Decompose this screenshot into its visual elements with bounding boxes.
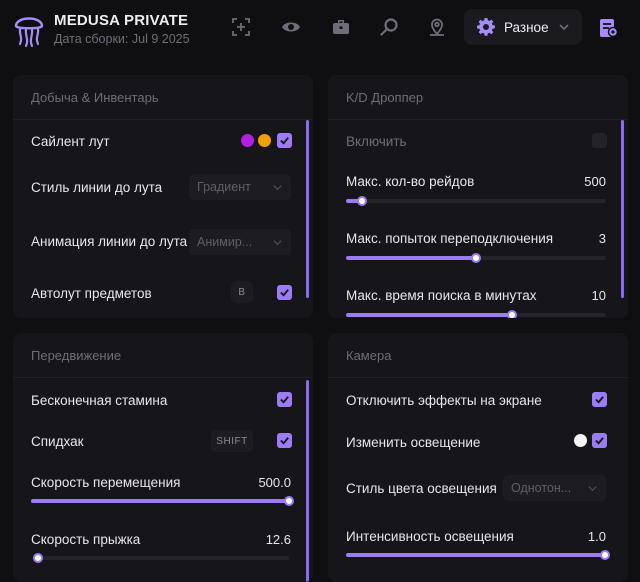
slider-knob[interactable] [284,496,294,506]
chevron-down-icon [273,240,282,246]
autoloot-label: Автолут предметов [31,286,152,301]
movement-panel: Передвижение Бесконечная стамина Спидхак… [13,333,313,582]
jellyfish-logo-icon [14,17,44,48]
lighting-label: Изменить освещение [346,435,481,450]
check-icon [280,396,289,404]
search-time-slider[interactable] [346,310,606,318]
dropdown-label: Разное [504,19,549,35]
jump-speed-slider[interactable] [33,553,289,563]
chevron-down-icon [588,486,597,492]
stamina-checkbox[interactable] [277,392,292,407]
check-icon [595,396,604,404]
search-time-label: Макс. время поиска в минутах [346,288,537,303]
check-icon [280,137,289,145]
camera-panel: Камера Отключить эффекты на экране Измен… [328,333,628,582]
move-speed-slider[interactable] [31,496,294,506]
reconnect-label: Макс. попыток переподключения [346,231,554,246]
panel-title: Камера [346,348,392,363]
loot-panel: Добыча & Инвентарь Сайлент лут Стиль лин… [13,75,313,318]
jump-speed-value: 12.6 [265,532,291,547]
category-dropdown[interactable]: Разное [464,9,582,45]
location-pin-icon[interactable] [425,15,449,39]
move-speed-value: 500.0 [258,475,291,490]
panel-title: Передвижение [31,348,122,363]
autoloot-checkbox[interactable] [277,285,292,300]
jump-speed-label: Скорость прыжка [31,532,141,547]
speedhack-checkbox[interactable] [277,433,292,448]
slider-knob[interactable] [600,550,610,560]
stamina-label: Бесконечная стамина [31,393,168,408]
gear-icon [477,18,495,36]
build-date: Дата сборки: Jul 9 2025 [54,32,190,46]
search-time-value: 10 [591,288,606,303]
config-list-icon[interactable] [596,16,620,40]
intensity-value: 1.0 [587,529,606,544]
reconnect-value: 3 [598,231,606,246]
check-icon [280,437,289,445]
light-style-label: Стиль цвета освещения [346,481,497,496]
slider-knob[interactable] [507,310,518,318]
max-raids-slider[interactable] [346,196,606,206]
line-anim-label: Анимация линии до лута [31,234,188,249]
app-title: MEDUSA PRIVATE [54,12,189,29]
briefcase-icon[interactable] [329,15,353,39]
select-value: Анимир... [197,235,253,249]
scrollbar[interactable] [306,380,309,582]
salient-loot-checkbox[interactable] [277,133,292,148]
panel-title: Добыча & Инвентарь [31,90,159,105]
intensity-slider[interactable] [346,550,610,560]
scrollbar[interactable] [621,120,624,298]
max-raids-value: 500 [584,174,606,189]
line-style-label: Стиль линии до лута [31,180,163,195]
slider-knob[interactable] [33,553,44,563]
enable-label: Включить [346,134,407,149]
slider-knob[interactable] [471,253,481,263]
speedhack-label: Спидхак [31,434,84,449]
enable-checkbox[interactable] [592,133,607,148]
line-style-select[interactable]: Градиент [189,174,291,200]
light-style-select[interactable]: Однотон... [503,475,606,501]
line-anim-select[interactable]: Анимир... [189,229,291,255]
check-icon [595,437,604,445]
intensity-label: Интенсивность освещения [346,529,514,544]
select-value: Однотон... [511,481,572,495]
move-speed-label: Скорость перемещения [31,475,181,490]
kd-dropper-panel: K/D Дроппер Включить Макс. кол-во рейдов… [328,75,628,318]
chevron-down-icon [559,24,569,31]
reconnect-slider[interactable] [346,253,606,263]
eye-icon[interactable] [279,15,303,39]
lighting-checkbox[interactable] [592,433,607,448]
screen-fx-checkbox[interactable] [592,392,607,407]
scrollbar[interactable] [306,120,309,298]
panel-title: K/D Дроппер [346,90,424,105]
color-picker[interactable] [574,434,587,447]
select-value: Градиент [197,180,251,194]
search-icon[interactable] [377,15,401,39]
check-icon [280,289,289,297]
slider-knob[interactable] [356,196,367,206]
color-picker[interactable] [258,134,271,147]
max-raids-label: Макс. кол-во рейдов [346,174,475,189]
autoloot-keybind[interactable]: B [231,281,253,303]
screen-fx-label: Отключить эффекты на экране [346,393,542,408]
speedhack-keybind[interactable]: SHIFT [211,430,253,452]
salient-loot-label: Сайлент лут [31,134,110,149]
color-picker[interactable] [241,134,254,147]
header: MEDUSA PRIVATE Дата сборки: Jul 9 2025 [0,0,640,58]
crosshair-icon[interactable] [229,15,253,39]
chevron-down-icon [273,185,282,191]
